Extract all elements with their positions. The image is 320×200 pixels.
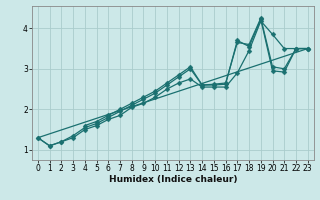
X-axis label: Humidex (Indice chaleur): Humidex (Indice chaleur): [108, 175, 237, 184]
